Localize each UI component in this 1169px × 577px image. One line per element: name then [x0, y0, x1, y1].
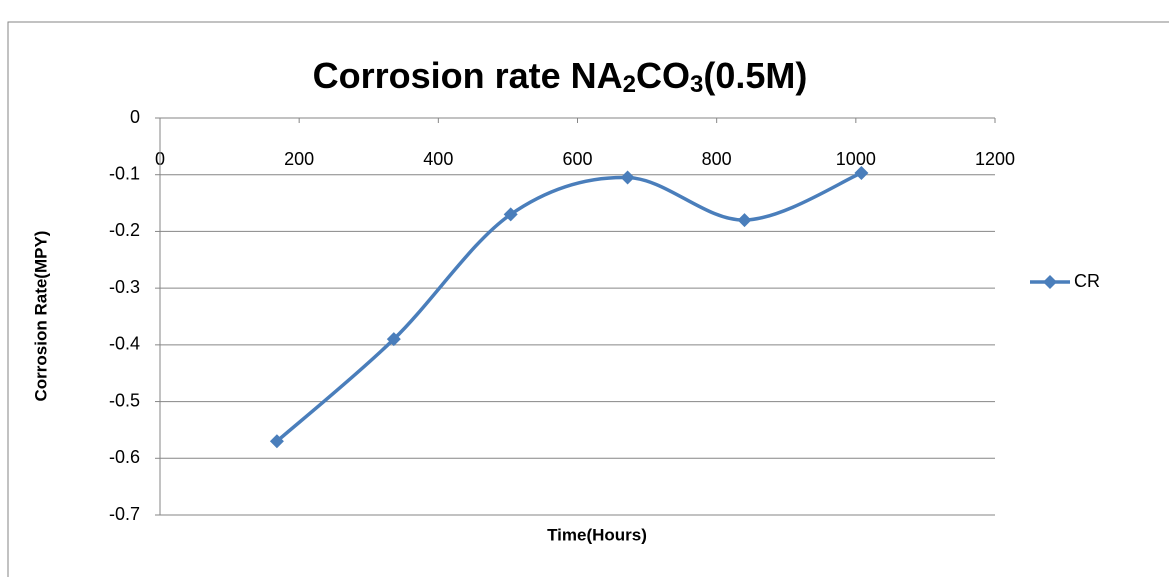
x-tick-label: 200	[284, 149, 314, 169]
x-axis-label: Time(Hours)	[547, 525, 647, 544]
x-tick-label: 1200	[975, 149, 1015, 169]
y-tick-label: -0.4	[109, 334, 140, 354]
chart-title: Corrosion rate NA2CO3(0.5M)	[313, 55, 808, 98]
legend-marker	[1043, 275, 1057, 289]
marker	[503, 207, 518, 222]
marker	[620, 170, 635, 185]
marker	[737, 213, 752, 228]
y-axis-label: Corrosion Rate(MPY)	[31, 231, 50, 402]
marker	[386, 332, 401, 347]
y-tick-label: -0.1	[109, 163, 140, 183]
y-tick-label: -0.6	[109, 447, 140, 467]
x-tick-label: 600	[562, 149, 592, 169]
legend-label: CR	[1074, 271, 1100, 291]
y-tick-label: -0.2	[109, 220, 140, 240]
y-tick-label: -0.5	[109, 390, 140, 410]
x-tick-label: 400	[423, 149, 453, 169]
x-tick-label: 1000	[836, 149, 876, 169]
y-tick-label: -0.7	[109, 504, 140, 524]
y-tick-label: 0	[130, 107, 140, 127]
chart-border	[7, 21, 1169, 577]
series-line	[275, 171, 863, 443]
marker	[854, 166, 869, 181]
marker	[269, 434, 284, 449]
x-tick-label: 800	[702, 149, 732, 169]
y-tick-label: -0.3	[109, 277, 140, 297]
